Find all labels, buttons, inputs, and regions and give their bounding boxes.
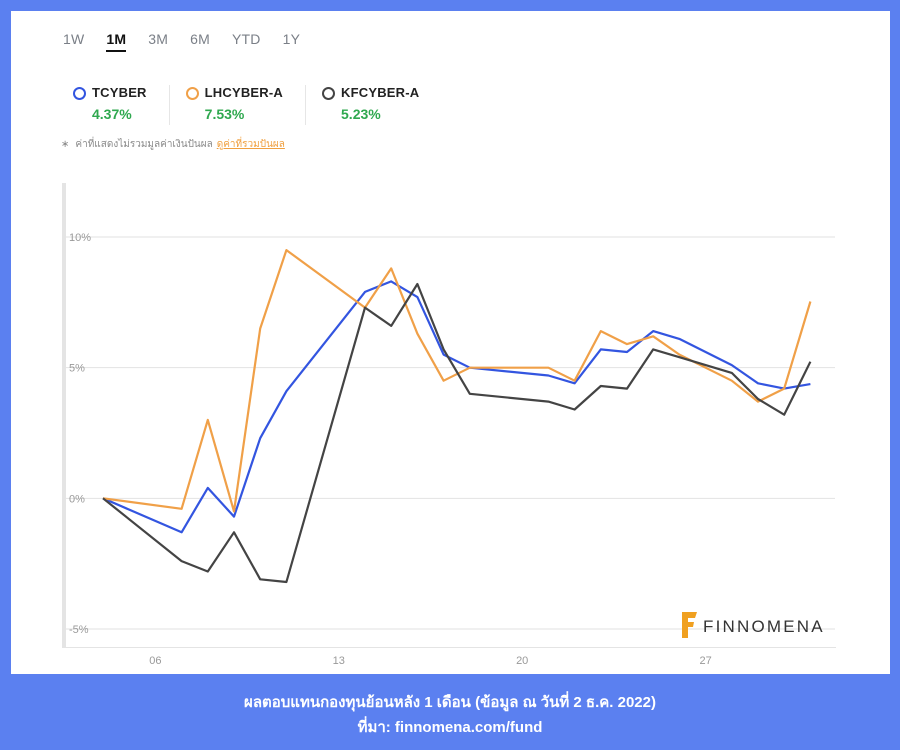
fund-legend: TCYBER 4.37% LHCYBER-A 7.53% KFCYBER-A 5… xyxy=(73,85,457,125)
lhcyber-dot-icon xyxy=(185,87,199,100)
tab-1m[interactable]: 1M xyxy=(106,31,127,52)
fund-item-lhcyber[interactable]: LHCYBER-A 7.53% xyxy=(185,85,307,125)
x-tick-label: 20 xyxy=(516,655,528,667)
series-line-kfcyber-a xyxy=(102,282,812,584)
series-lines xyxy=(102,249,812,584)
dividend-link[interactable]: ดูค่าที่รวมปันผล xyxy=(216,139,285,150)
y-tick-label: 0% xyxy=(69,493,85,505)
logo-text: FINNOMENA xyxy=(703,617,825,636)
fund-name: KFCYBER-A xyxy=(341,85,420,100)
x-tick-label: 13 xyxy=(333,655,345,667)
series-line-tcyber xyxy=(102,280,811,534)
tab-1y[interactable]: 1Y xyxy=(282,31,301,47)
period-tabs: 1W 1M 3M 6M YTD 1Y xyxy=(63,31,322,52)
fund-return: 5.23% xyxy=(341,106,381,122)
y-axis-labels: 10% 5% 0% -5% xyxy=(69,232,91,636)
fund-item-tcyber[interactable]: TCYBER 4.37% xyxy=(73,85,170,125)
finnomena-logo: FINNOMENA xyxy=(682,612,825,638)
dividend-note: ∗ ค่าที่แสดงไม่รวมมูลค่าเงินปันผล ดูค่าที่… xyxy=(61,137,285,152)
y-tick-label: 5% xyxy=(69,363,85,375)
chart-left-bar xyxy=(62,183,66,648)
tab-6m[interactable]: 6M xyxy=(190,31,210,47)
y-tick-label: 10% xyxy=(69,232,91,244)
fund-name: LHCYBER-A xyxy=(204,85,284,100)
fund-return: 4.37% xyxy=(92,106,132,122)
tab-ytd[interactable]: YTD xyxy=(231,31,261,47)
fund-return: 7.53% xyxy=(204,106,245,122)
x-tick-label: 06 xyxy=(149,655,161,667)
finnomena-logo-icon xyxy=(682,612,697,638)
x-axis-labels: 06 13 20 27 xyxy=(149,655,711,667)
tcyber-dot-icon xyxy=(73,87,86,100)
chart-card: 1W 1M 3M 6M YTD 1Y TCYBER 4.37% LHCYBER-… xyxy=(11,11,890,674)
asterisk-icon: ∗ xyxy=(61,139,70,150)
fund-item-kfcyber[interactable]: KFCYBER-A 5.23% xyxy=(322,85,441,125)
x-tick-label: 27 xyxy=(699,655,711,667)
grid-lines xyxy=(66,236,835,630)
chart-bottom-bar xyxy=(66,647,836,648)
y-tick-label: -5% xyxy=(69,624,89,636)
kfcyber-dot-icon xyxy=(322,87,336,100)
note-text: ค่าที่แสดงไม่รวมมูลค่าเงินปันผล xyxy=(75,139,213,150)
series-line-lhcyber-a xyxy=(102,249,812,513)
footer-source: ที่มา: finnomena.com/fund xyxy=(357,719,543,736)
tab-3m[interactable]: 3M xyxy=(148,31,169,47)
footer-title: ผลตอบแทนกองทุนย้อนหลัง 1 เดือน (ข้อมูล ณ… xyxy=(244,694,656,711)
tab-1w[interactable]: 1W xyxy=(63,31,85,47)
fund-name: TCYBER xyxy=(92,85,147,100)
